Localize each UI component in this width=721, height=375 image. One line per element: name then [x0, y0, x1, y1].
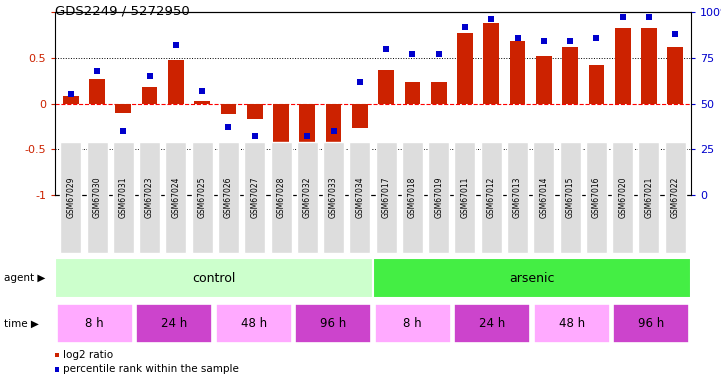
Bar — [352, 104, 368, 128]
Bar — [247, 104, 262, 119]
Text: GSM67021: GSM67021 — [645, 177, 653, 218]
Text: GSM67023: GSM67023 — [145, 177, 154, 218]
Bar — [296, 304, 371, 343]
Bar — [323, 142, 344, 253]
Text: GSM67015: GSM67015 — [565, 177, 575, 218]
Bar — [194, 101, 210, 104]
Text: GSM67022: GSM67022 — [671, 177, 680, 218]
Text: GDS2249 / 5272950: GDS2249 / 5272950 — [55, 4, 190, 17]
Text: 24 h: 24 h — [161, 317, 187, 330]
Text: GSM67017: GSM67017 — [381, 177, 391, 218]
Bar — [55, 258, 373, 298]
Bar — [536, 56, 552, 104]
Text: GSM67014: GSM67014 — [539, 177, 549, 218]
Text: 8 h: 8 h — [404, 317, 422, 330]
Bar — [139, 142, 160, 253]
Bar — [57, 304, 133, 343]
Bar — [641, 28, 657, 104]
Bar — [87, 142, 107, 253]
Bar — [373, 258, 691, 298]
Bar — [454, 304, 530, 343]
Bar — [612, 142, 633, 253]
Text: GSM67033: GSM67033 — [329, 177, 338, 218]
Bar — [534, 304, 609, 343]
Bar — [326, 104, 342, 151]
Bar — [221, 104, 236, 114]
Bar — [376, 142, 397, 253]
Bar — [270, 142, 291, 253]
Bar — [63, 96, 79, 104]
Bar — [297, 142, 318, 253]
Text: GSM67018: GSM67018 — [408, 177, 417, 218]
Bar — [136, 304, 212, 343]
Bar — [165, 142, 187, 253]
Bar — [507, 142, 528, 253]
Text: GSM67026: GSM67026 — [224, 177, 233, 218]
Text: GSM67032: GSM67032 — [303, 177, 311, 218]
Text: GSM67034: GSM67034 — [355, 177, 364, 218]
Text: 24 h: 24 h — [479, 317, 505, 330]
Bar — [404, 81, 420, 104]
Text: GSM67012: GSM67012 — [487, 177, 496, 218]
Bar — [112, 142, 134, 253]
Text: 48 h: 48 h — [241, 317, 267, 330]
Bar — [562, 47, 578, 104]
Bar — [218, 142, 239, 253]
Text: GSM67020: GSM67020 — [618, 177, 627, 218]
Text: time ▶: time ▶ — [4, 318, 38, 328]
Bar — [665, 142, 686, 253]
Bar — [454, 142, 475, 253]
Bar — [375, 304, 451, 343]
Bar — [668, 47, 683, 104]
Bar — [614, 304, 689, 343]
Text: GSM67028: GSM67028 — [277, 177, 286, 218]
Bar — [115, 104, 131, 112]
Bar — [61, 142, 81, 253]
Text: percentile rank within the sample: percentile rank within the sample — [63, 364, 239, 374]
Bar — [89, 79, 105, 104]
Bar — [273, 104, 289, 158]
Bar — [244, 142, 265, 253]
Text: control: control — [193, 272, 236, 285]
Text: GSM67024: GSM67024 — [172, 177, 180, 218]
Text: GSM67030: GSM67030 — [92, 177, 102, 218]
Text: 8 h: 8 h — [85, 317, 104, 330]
Bar — [299, 104, 315, 146]
Text: GSM67025: GSM67025 — [198, 177, 207, 218]
Bar — [534, 142, 554, 253]
Bar — [431, 81, 446, 104]
Bar — [428, 142, 449, 253]
Bar — [481, 142, 502, 253]
Bar — [615, 28, 631, 104]
Bar — [192, 142, 213, 253]
Text: GSM67031: GSM67031 — [119, 177, 128, 218]
Bar — [402, 142, 423, 253]
Bar — [379, 70, 394, 104]
Text: arsenic: arsenic — [509, 272, 554, 285]
Bar — [350, 142, 371, 253]
Bar — [588, 65, 604, 104]
Text: GSM67013: GSM67013 — [513, 177, 522, 218]
Bar — [483, 23, 499, 104]
Text: 48 h: 48 h — [559, 317, 585, 330]
Bar — [510, 41, 526, 104]
Bar — [638, 142, 660, 253]
Bar — [168, 60, 184, 104]
Bar — [457, 33, 473, 104]
Text: 96 h: 96 h — [320, 317, 346, 330]
Bar — [586, 142, 607, 253]
Text: GSM67016: GSM67016 — [592, 177, 601, 218]
Text: log2 ratio: log2 ratio — [63, 350, 113, 360]
Text: 96 h: 96 h — [638, 317, 664, 330]
Bar — [216, 304, 291, 343]
Bar — [142, 87, 157, 104]
Text: agent ▶: agent ▶ — [4, 273, 45, 283]
Text: GSM67027: GSM67027 — [250, 177, 260, 218]
Text: GSM67011: GSM67011 — [461, 177, 469, 218]
Text: GSM67029: GSM67029 — [66, 177, 75, 218]
Bar — [559, 142, 580, 253]
Text: GSM67019: GSM67019 — [434, 177, 443, 218]
